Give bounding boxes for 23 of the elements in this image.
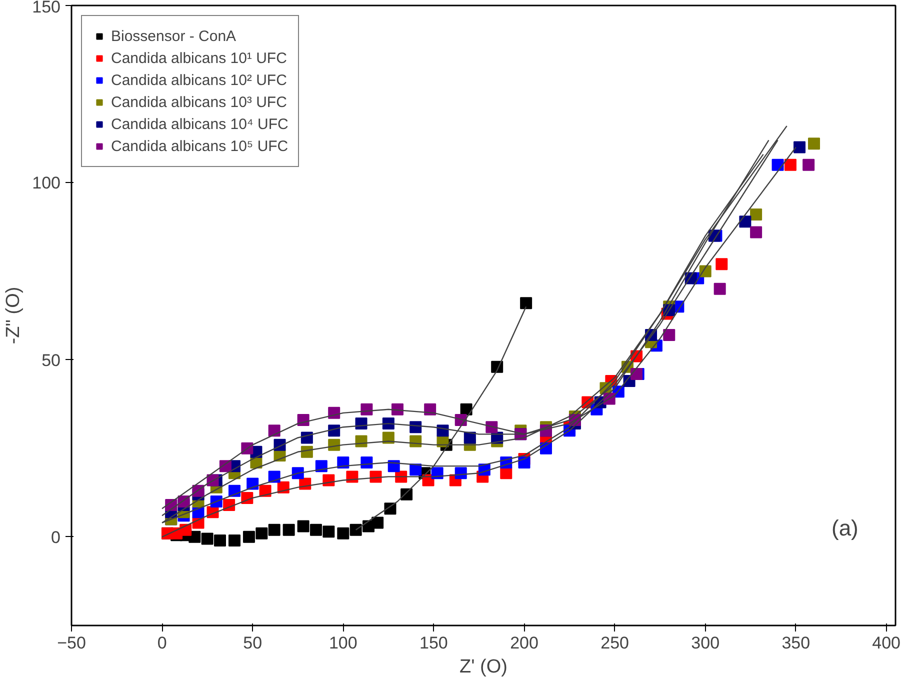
x-tick-label: 50 [243, 634, 262, 652]
x-tick-label: 350 [782, 634, 810, 652]
x-axis-title: Z' (O) [460, 656, 508, 678]
y-tick-label: 100 [32, 174, 61, 193]
x-tick-label: 0 [157, 634, 167, 652]
y-tick-label: 0 [51, 528, 61, 547]
x-tick-label: 250 [600, 634, 629, 652]
x-tick-label: 300 [691, 634, 720, 652]
x-tick-label: 150 [420, 634, 448, 652]
legend-label: Candida albicans 10⁵ UFC [111, 138, 288, 154]
y-axis-title: -Z" (O) [3, 286, 24, 344]
x-tick-label: 200 [510, 634, 538, 652]
x-tick-label: 100 [328, 634, 358, 652]
x-tick-label: −50 [57, 634, 86, 652]
y-tick-label: 50 [42, 350, 61, 370]
y-tick-label: 150 [32, 0, 61, 16]
legend-label: Biossensor - ConA [111, 28, 236, 44]
legend-label: Candida albicans 10⁴ UFC [111, 116, 288, 132]
legend-label: Candida albicans 10³ UFC [111, 94, 287, 110]
annotation: (a) [832, 516, 858, 540]
x-tick-label: 400 [872, 634, 901, 652]
legend-label: Candida albicans 10¹ UFC [111, 50, 287, 66]
legend-label: Candida albicans 10² UFC [111, 72, 287, 88]
